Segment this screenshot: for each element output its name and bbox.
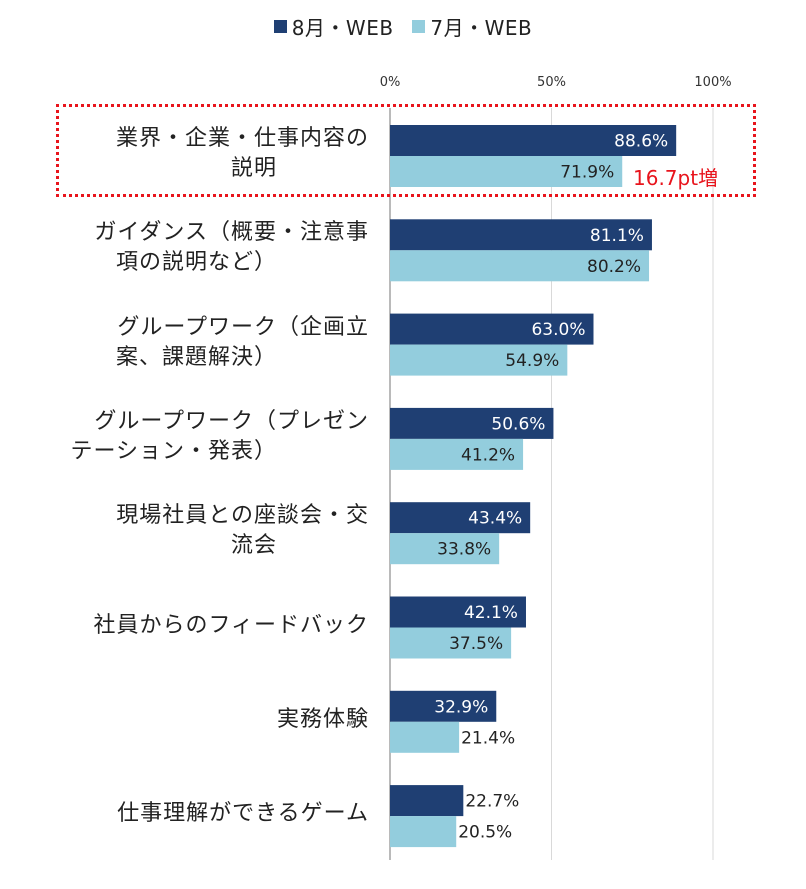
category-label-line: グループワーク（企画立 [117,314,369,340]
category-label-line: グループワーク（プレゼン [94,408,369,434]
bar-aug [390,407,554,439]
legend-swatch-jul [412,20,426,33]
highlight-box [56,104,756,197]
bar-jul [390,533,500,565]
category-label: 現場社員との座談会・交流会 [49,501,369,561]
category-label-line: 流会 [230,533,277,559]
legend: 8月・WEB 7月・WEB [0,12,806,41]
data-label-aug: 81.1% [590,226,644,246]
bar-jul [390,250,650,282]
data-label-aug: 32.9% [434,697,488,717]
category-label-line: 現場社員との座談会・交 [116,503,369,529]
category-label: 業界・企業・仕事内容の説明 [49,124,369,184]
category-label: 社員からのフィードバック [49,611,369,641]
legend-swatch-aug [273,20,287,33]
data-label-jul: 37.5% [449,634,503,654]
category-label-line: 説明 [230,156,277,181]
data-label-jul: 20.5% [458,823,512,843]
category-label: 仕事理解ができるゲーム [49,799,369,829]
data-label-aug: 63.0% [531,320,585,340]
data-label-aug: 42.1% [464,603,518,623]
data-label-aug: 22.7% [465,792,519,812]
category-label: グループワーク（プレゼンテーション・発表） [49,407,369,467]
legend-label-jul: 7月・WEB [430,16,533,40]
data-label-aug: 50.6% [491,414,545,434]
category-label-line: ガイダンス（概要・注意事 [94,220,369,246]
x-tick-label: 100% [694,75,731,90]
bar-jul [390,627,512,659]
bar-jul [390,721,460,753]
x-tick-label: 0% [380,75,401,90]
category-label: グループワーク（企画立 案、課題解決） [49,313,369,373]
bar-jul [390,344,568,376]
callout-annotation: 16.7pt増 [633,166,719,190]
data-label-aug: 43.4% [468,509,522,529]
category-label-line: 案、課題解決） [115,344,277,370]
bar-aug [390,219,652,251]
category-label-line: 実務体験 [276,706,369,732]
category-label-line: テーション・発表） [70,438,277,464]
bar-aug [390,785,464,817]
bar-aug [390,313,594,345]
bar-aug [390,690,497,722]
data-label-jul: 33.8% [437,540,491,560]
bar-aug [390,596,526,628]
bar-aug [390,502,531,534]
category-label-line: 業界・企業・仕事内容の [115,126,369,151]
data-label-jul: 41.2% [461,445,515,465]
data-label-jul: 54.9% [505,351,559,371]
x-tick-label: 50% [537,75,566,90]
data-label-jul: 21.4% [461,728,515,748]
category-label: ガイダンス（概要・注意事項の説明など） [49,218,369,278]
category-label-line: 項の説明など） [115,250,277,276]
legend-label-aug: 8月・WEB [291,16,394,40]
legend-item-jul: 7月・WEB [412,12,532,41]
data-label-jul: 80.2% [587,257,641,277]
bar-jul [390,816,457,848]
category-label: 実務体験 [49,705,369,735]
legend-item-aug: 8月・WEB [273,12,394,41]
data-label-jul: 71.9% [560,163,614,183]
category-label-line: 仕事理解ができるゲーム [117,801,369,827]
data-label-aug: 88.6% [614,132,668,152]
category-label-line: 社員からのフィードバック [93,612,369,638]
bar-aug [390,125,677,156]
bar-jul [390,156,623,187]
bar-jul [390,438,524,470]
